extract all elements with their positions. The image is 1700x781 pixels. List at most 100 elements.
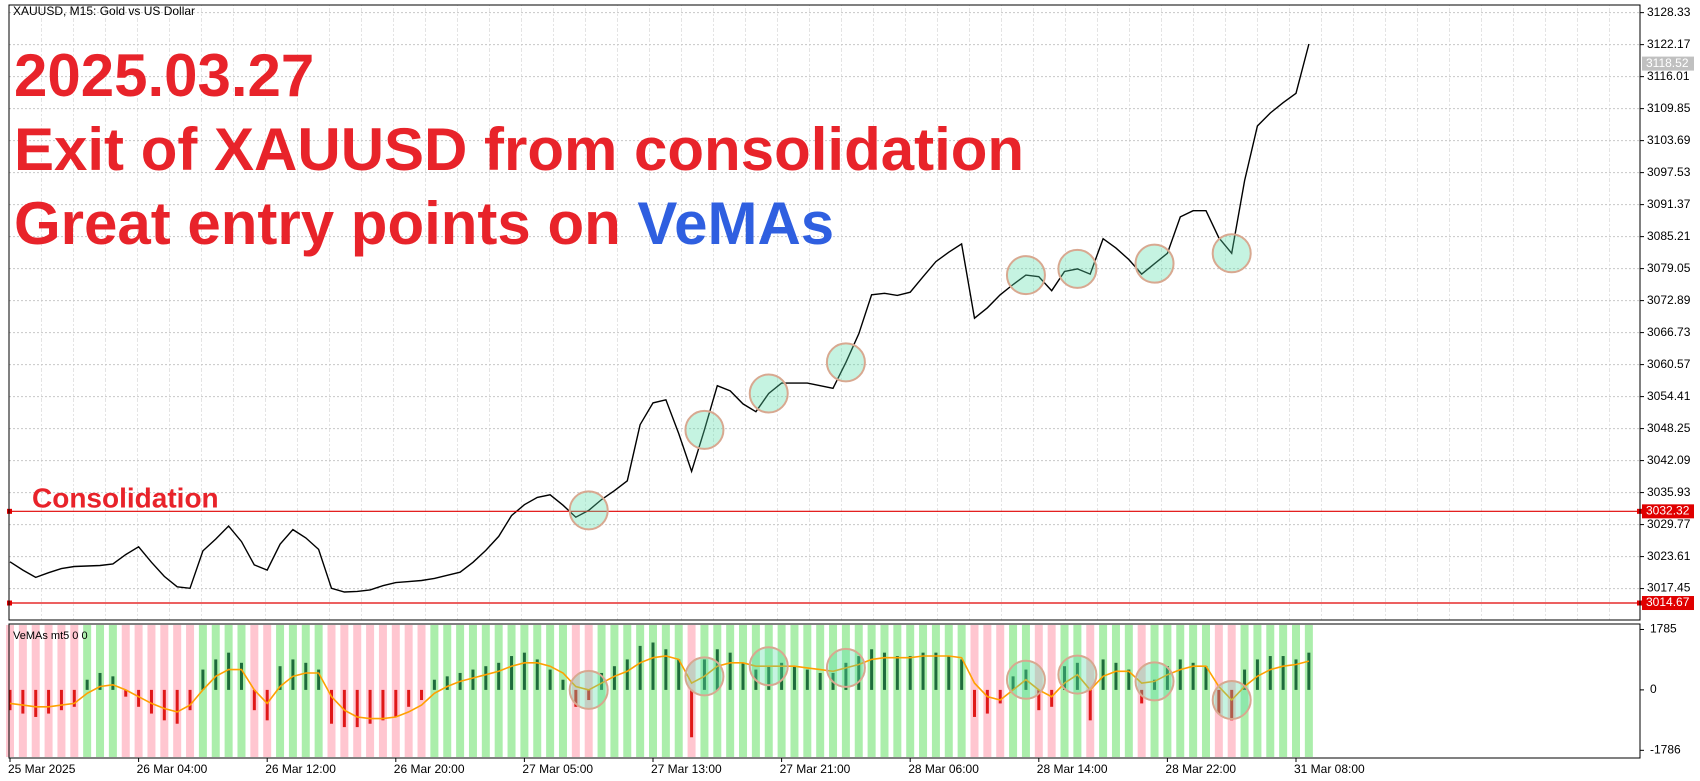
trend-zone xyxy=(803,625,812,757)
entry-circle xyxy=(1005,255,1046,296)
entry-circle xyxy=(748,646,789,687)
entry-circle xyxy=(1005,659,1046,700)
trend-zone xyxy=(1124,625,1133,757)
histogram-bar xyxy=(149,689,153,714)
trend-zone xyxy=(777,625,786,757)
histogram-bar xyxy=(1204,666,1208,690)
trend-zone xyxy=(558,625,567,757)
trend-zone xyxy=(494,625,503,757)
level-tag xyxy=(1642,596,1694,611)
trend-zone xyxy=(430,625,439,757)
histogram-bar xyxy=(651,642,655,690)
level-label: 3032.32 xyxy=(1646,504,1690,518)
x-tick-label: 28 Mar 22:00 xyxy=(1165,762,1236,776)
entry-circle xyxy=(1211,680,1252,721)
histogram-bar xyxy=(381,689,385,721)
trend-zone xyxy=(906,625,915,757)
title-line: Great entry points on VeMAs xyxy=(14,190,834,257)
y-tick-label: 3085.21 xyxy=(1647,229,1691,243)
histogram-bar xyxy=(1063,666,1067,690)
last-price-label: 3118.52 xyxy=(1646,56,1689,70)
trend-zone xyxy=(1292,625,1300,757)
entry-circle xyxy=(568,490,609,531)
trend-zone xyxy=(1021,625,1030,757)
entry-circle xyxy=(748,373,789,414)
x-tick-label: 26 Mar 12:00 xyxy=(265,762,336,776)
histogram-bar xyxy=(471,669,475,690)
histogram-bar xyxy=(1281,656,1285,690)
histogram-bar xyxy=(973,689,976,717)
trend-zone xyxy=(726,625,735,757)
trend-zone xyxy=(751,625,760,757)
histogram-bar xyxy=(664,649,668,690)
histogram-bar xyxy=(278,666,282,690)
histogram-bar xyxy=(1294,659,1298,690)
trend-zone xyxy=(443,625,452,757)
histogram-bar xyxy=(792,666,796,690)
histogram-bar xyxy=(239,662,243,690)
title-highlight: VeMAs xyxy=(637,190,834,257)
histogram-bar xyxy=(252,689,256,711)
histogram-bar xyxy=(535,659,539,690)
histogram-bar xyxy=(407,689,411,707)
y-tick-label: 3054.41 xyxy=(1647,389,1691,403)
entry-circle xyxy=(568,669,609,710)
y-tick-label: 3091.37 xyxy=(1647,197,1691,211)
x-tick-label: 27 Mar 13:00 xyxy=(651,762,722,776)
histogram-bar xyxy=(420,689,424,701)
trend-zone xyxy=(829,625,838,757)
trend-zone xyxy=(314,625,323,757)
indicator-frame xyxy=(8,623,1641,759)
trend-zone xyxy=(1253,625,1262,757)
histogram-bar xyxy=(1114,662,1118,690)
y-tick-label: -1786 xyxy=(1650,742,1681,756)
main-frame xyxy=(8,4,1641,621)
y-tick-label: 0 xyxy=(1650,682,1657,696)
histogram-bar xyxy=(8,689,12,711)
histogram-bar xyxy=(34,689,38,717)
trend-zone xyxy=(237,625,246,757)
trend-zone xyxy=(674,625,683,757)
histogram-bar xyxy=(1268,656,1272,690)
histogram-bar xyxy=(715,649,719,690)
x-tick-label: 28 Mar 06:00 xyxy=(908,762,979,776)
histogram-bar xyxy=(484,666,488,690)
histogram-bar xyxy=(574,689,578,707)
trend-zone xyxy=(83,625,92,757)
trend-zone xyxy=(1266,625,1275,757)
entry-circle xyxy=(1134,243,1175,284)
histogram-bar xyxy=(355,689,359,728)
trend-zone xyxy=(597,625,606,757)
histogram-bar xyxy=(1255,659,1259,690)
y-tick-label: 3048.25 xyxy=(1647,421,1691,435)
histogram-bar xyxy=(98,672,102,690)
price-line xyxy=(9,43,1310,593)
trend-zone xyxy=(211,625,220,757)
trend-zone xyxy=(288,625,297,757)
y-tick-label: 3042.09 xyxy=(1647,453,1691,467)
histogram-bar xyxy=(1230,689,1234,721)
y-tick-label: 1785 xyxy=(1650,622,1677,636)
entry-circle xyxy=(684,656,725,697)
trend-zone xyxy=(1150,625,1159,757)
histogram-bar xyxy=(1191,662,1195,690)
histogram-bar xyxy=(612,666,616,690)
histogram-bar xyxy=(870,649,874,690)
histogram-bar xyxy=(342,689,346,728)
histogram-bar xyxy=(368,689,372,724)
histogram-bar xyxy=(1075,662,1079,690)
y-tick-label: 3122.17 xyxy=(1647,37,1691,51)
y-tick-label: 3060.57 xyxy=(1647,357,1691,371)
histogram-bar xyxy=(162,689,166,721)
trend-zone xyxy=(700,625,709,757)
trend-zone xyxy=(468,625,477,757)
trend-zone xyxy=(1163,625,1172,757)
histogram-bar xyxy=(1243,669,1247,690)
title-date: 2025.03.27 xyxy=(14,42,314,109)
trend-zone xyxy=(1201,625,1210,757)
histogram-bar xyxy=(111,676,115,690)
histogram-bar xyxy=(265,689,269,721)
entry-circle xyxy=(684,409,725,450)
trend-zone xyxy=(790,625,799,757)
